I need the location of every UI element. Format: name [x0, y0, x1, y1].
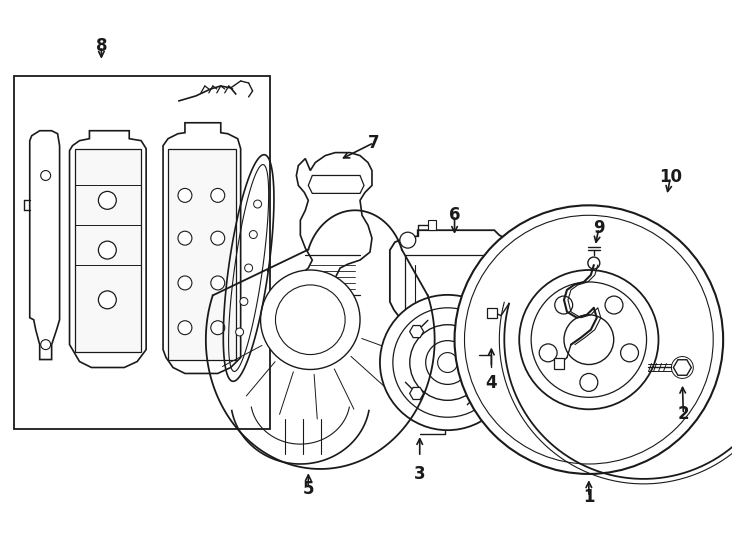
- Circle shape: [211, 276, 225, 290]
- Bar: [14, 76, 271, 429]
- Circle shape: [98, 291, 116, 309]
- Polygon shape: [75, 148, 141, 352]
- Polygon shape: [457, 328, 470, 348]
- Polygon shape: [397, 328, 410, 348]
- Circle shape: [426, 341, 470, 384]
- Circle shape: [261, 270, 360, 369]
- Circle shape: [539, 344, 557, 362]
- Polygon shape: [471, 326, 485, 338]
- Circle shape: [454, 205, 723, 474]
- Text: 9: 9: [593, 219, 605, 237]
- Circle shape: [580, 374, 597, 391]
- Circle shape: [410, 325, 485, 400]
- Circle shape: [437, 353, 457, 373]
- Circle shape: [240, 298, 248, 306]
- Polygon shape: [163, 123, 241, 374]
- Polygon shape: [482, 328, 494, 348]
- Circle shape: [588, 257, 600, 269]
- Circle shape: [211, 321, 225, 335]
- Circle shape: [211, 231, 225, 245]
- Polygon shape: [297, 153, 372, 305]
- Text: 4: 4: [486, 374, 497, 393]
- Polygon shape: [308, 176, 364, 193]
- Circle shape: [555, 296, 573, 314]
- Circle shape: [254, 200, 261, 208]
- Polygon shape: [422, 328, 435, 348]
- Circle shape: [40, 171, 51, 180]
- Circle shape: [236, 328, 244, 336]
- Text: 2: 2: [677, 405, 689, 423]
- Bar: [428, 220, 436, 230]
- Polygon shape: [70, 131, 146, 368]
- Circle shape: [98, 191, 116, 210]
- Text: 7: 7: [368, 134, 379, 152]
- Text: 8: 8: [95, 37, 107, 55]
- Circle shape: [40, 340, 51, 349]
- Polygon shape: [471, 387, 485, 400]
- Circle shape: [178, 321, 192, 335]
- Circle shape: [519, 270, 658, 409]
- Polygon shape: [30, 131, 59, 360]
- Polygon shape: [673, 360, 691, 375]
- Circle shape: [250, 231, 258, 239]
- Text: 6: 6: [448, 206, 460, 224]
- Circle shape: [400, 232, 415, 248]
- Polygon shape: [405, 255, 499, 318]
- Circle shape: [98, 241, 116, 259]
- Circle shape: [178, 276, 192, 290]
- Circle shape: [393, 308, 502, 417]
- Polygon shape: [410, 326, 424, 338]
- Text: 1: 1: [583, 488, 595, 506]
- Polygon shape: [390, 230, 515, 328]
- Circle shape: [465, 215, 713, 464]
- Circle shape: [275, 285, 345, 355]
- Circle shape: [620, 344, 639, 362]
- Text: 10: 10: [659, 168, 682, 186]
- Circle shape: [244, 264, 252, 272]
- Text: 3: 3: [414, 465, 426, 483]
- Polygon shape: [168, 148, 236, 360]
- Circle shape: [211, 188, 225, 202]
- Circle shape: [178, 231, 192, 245]
- Polygon shape: [479, 318, 500, 342]
- Bar: [554, 357, 564, 369]
- Circle shape: [531, 282, 647, 397]
- Circle shape: [380, 295, 515, 430]
- Circle shape: [605, 296, 623, 314]
- Polygon shape: [410, 387, 424, 400]
- Circle shape: [564, 315, 614, 365]
- Text: 5: 5: [302, 480, 314, 498]
- Bar: [487, 308, 497, 318]
- Circle shape: [178, 188, 192, 202]
